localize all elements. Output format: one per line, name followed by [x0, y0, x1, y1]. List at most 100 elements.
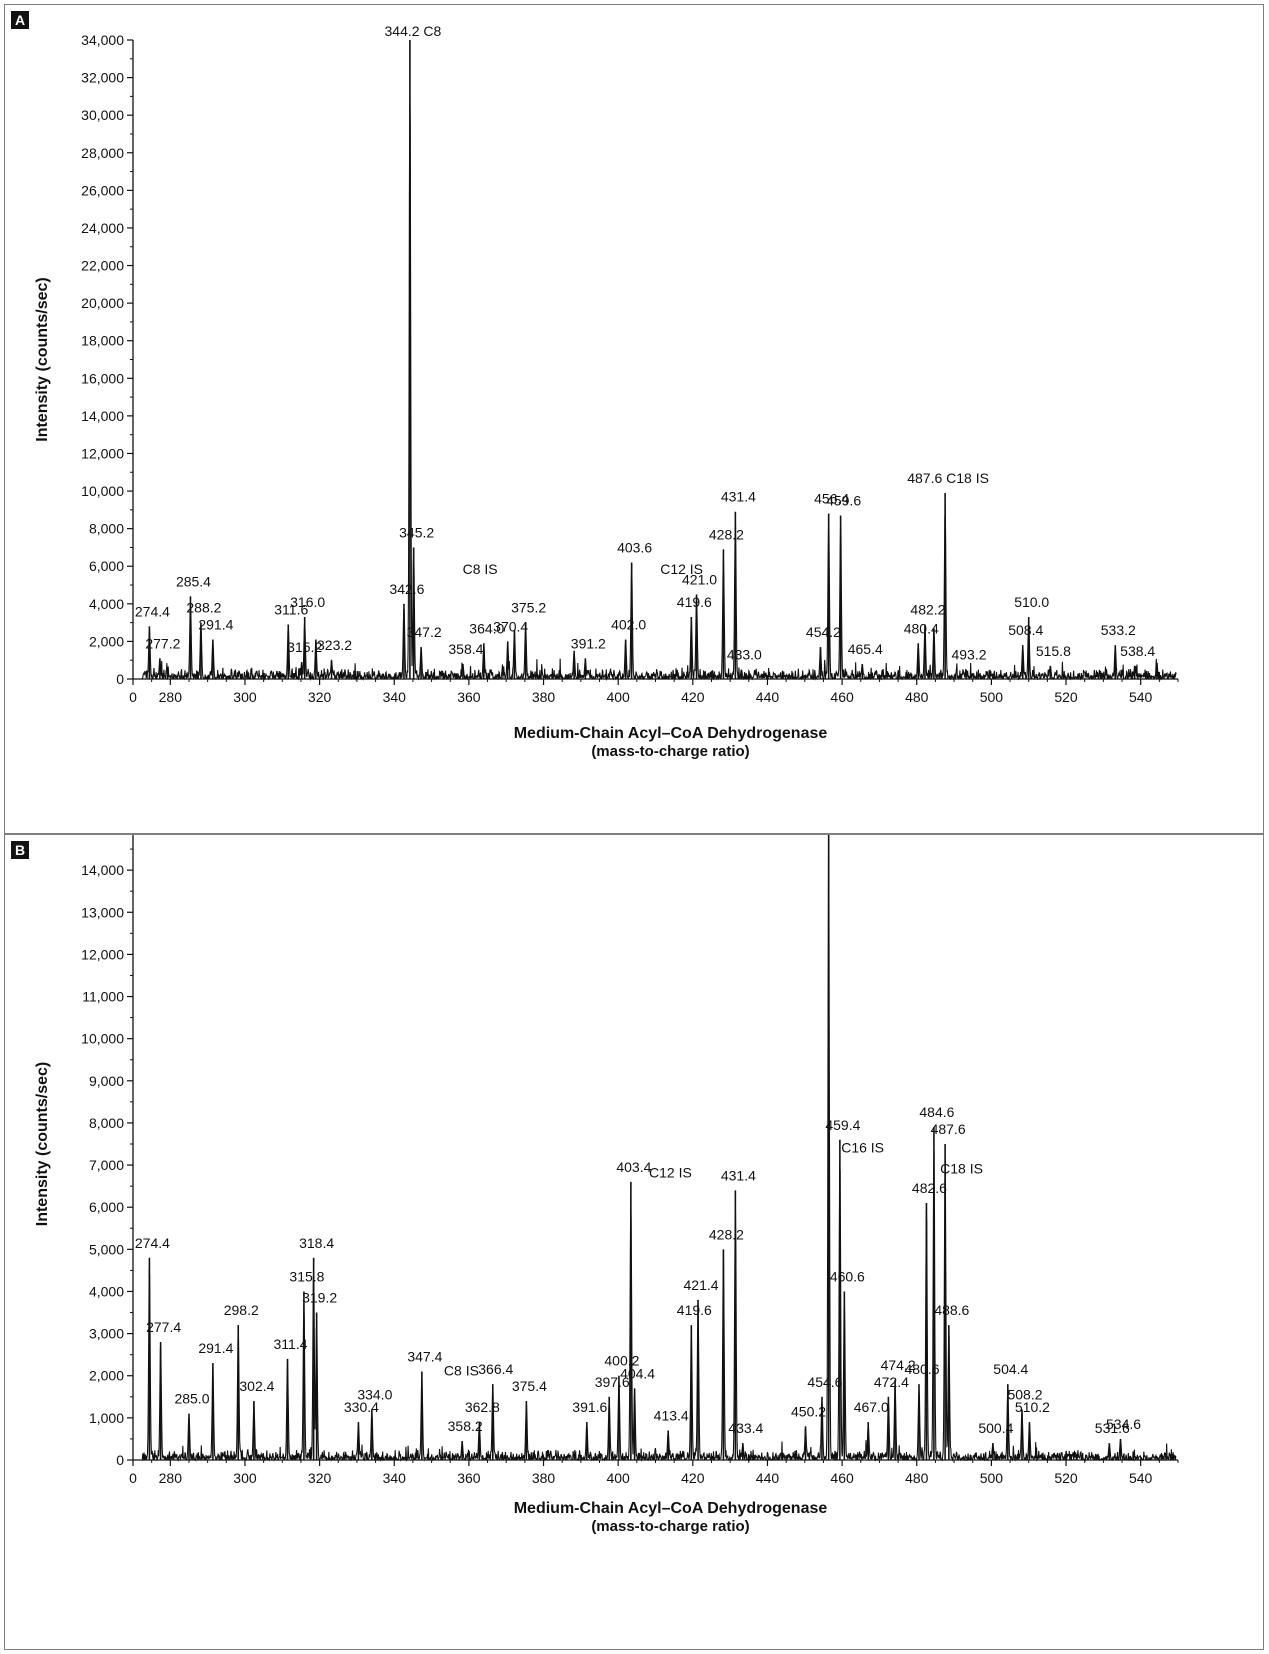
peak-label: 391.6	[572, 1399, 607, 1415]
panel-b: B 0 1,000 2,000 3,000 4,000 5,000 6,000 7,000 8,…	[4, 834, 1264, 1650]
x-tick-label: 540	[1129, 1470, 1153, 1486]
x-axis-title: Medium-Chain Acyl–CoA Dehydrogenase	[514, 1500, 828, 1517]
y-tick-label: 28,000	[81, 145, 124, 161]
peak-label: 421.0	[682, 571, 717, 587]
peak-label: 474.2	[881, 1357, 916, 1373]
peak-label: 510.0	[1014, 594, 1049, 610]
x-tick-label: 380	[532, 689, 556, 705]
peak-label: 342.6	[389, 581, 424, 597]
x-tick-label: 440	[756, 1470, 780, 1486]
peak-label: 364.0	[469, 620, 504, 636]
peak-label: 482.2	[910, 601, 945, 617]
x-tick-label: 400	[606, 689, 630, 705]
x-tick-label: 500	[980, 689, 1004, 705]
y-tick-label: 8,000	[89, 1115, 124, 1131]
peak-label: 345.2	[399, 524, 434, 540]
x-tick-label: 420	[681, 1470, 705, 1486]
peak-label: 431.4	[721, 489, 756, 505]
y-tick-label: 30,000	[81, 107, 124, 123]
peak-label: 404.4	[620, 1365, 655, 1381]
peak-label: 433.4	[728, 1420, 763, 1436]
peak-label: 428.2	[709, 1226, 744, 1242]
peak-label: 484.6	[919, 1104, 954, 1120]
y-tick-label: 13,000	[81, 904, 124, 920]
x-tick-label: 320	[308, 1470, 332, 1486]
peak-label: 315.2	[287, 639, 322, 655]
peak-label: 288.2	[186, 600, 221, 616]
y-tick-label: 14,000	[81, 862, 124, 878]
y-axis-title: Intensity (counts/sec)	[34, 277, 51, 441]
y-tick-label: 12,000	[81, 946, 124, 962]
peak-label: 285.0	[174, 1391, 209, 1407]
peak-label: 362.8	[465, 1399, 500, 1415]
peak-label: 403.4	[616, 1159, 651, 1175]
y-tick-label: 2,000	[89, 633, 124, 649]
y-tick-label: 4,000	[89, 1283, 124, 1299]
y-tick-label: 0	[116, 1452, 124, 1468]
peak-label: 508.4	[1008, 622, 1043, 638]
x-tick-label: 500	[980, 1470, 1004, 1486]
peak-label: 533.2	[1101, 622, 1136, 638]
y-tick-label: 12,000	[81, 445, 124, 461]
spectrum-trace	[141, 95, 1177, 682]
peak-label: 454.2	[806, 624, 841, 640]
x-tick-label: 320	[308, 689, 332, 705]
peak-label: 413.4	[654, 1408, 689, 1424]
x-tick-label: 360	[457, 689, 481, 705]
y-axis-title: Intensity (counts/sec)	[34, 1062, 51, 1226]
y-tick-label: 20,000	[81, 295, 124, 311]
annotation-label: C8 IS	[463, 561, 498, 577]
peak-label: 347.2	[407, 624, 442, 640]
y-tick-label: 5,000	[89, 1241, 124, 1257]
peak-label: 493.2	[951, 647, 986, 663]
panel-b-badge: B	[11, 841, 29, 859]
peak-label: 291.4	[198, 617, 233, 633]
x-tick-label: 420	[681, 689, 705, 705]
peak-label: 344.2 C8	[385, 23, 442, 39]
peak-label: 274.4	[135, 1235, 170, 1251]
y-tick-label: 1,000	[89, 1410, 124, 1426]
peak-label: 504.4	[993, 1361, 1028, 1377]
y-tick-label: 3,000	[89, 1326, 124, 1342]
x-tick-label: 280	[159, 1470, 183, 1486]
peak-label: 334.0	[357, 1386, 392, 1402]
x-tick-label: 380	[532, 1470, 556, 1486]
peak-label: 403.6	[617, 539, 652, 555]
peak-label: 358.2	[448, 1418, 483, 1434]
peak-label: 534.6	[1106, 1416, 1141, 1432]
y-tick-label: 18,000	[81, 333, 124, 349]
x-tick-label: 300	[233, 1470, 257, 1486]
annotation-label: C16 IS	[841, 1139, 884, 1155]
peak-label: 330.4	[344, 1399, 379, 1415]
peak-label: 433.0	[727, 647, 762, 663]
peak-label: 402.0	[611, 617, 646, 633]
y-tick-label: 9,000	[89, 1073, 124, 1089]
peak-label: 285.4	[176, 573, 211, 589]
peak-label: 347.4	[407, 1349, 442, 1365]
peak-label: 421.4	[684, 1277, 719, 1293]
peak-label: 465.4	[848, 641, 883, 657]
y-tick-label: 10,000	[81, 483, 124, 499]
y-tick-label: 4,000	[89, 596, 124, 612]
y-tick-label: 2,000	[89, 1368, 124, 1384]
y-tick-label: 7,000	[89, 1157, 124, 1173]
peak-label: 508.2	[1007, 1386, 1042, 1402]
peak-label: 277.2	[145, 635, 180, 651]
y-tick-label: 16,000	[81, 370, 124, 386]
peak-label: 311.4	[274, 1336, 308, 1352]
peak-label: 318.4	[299, 1235, 334, 1251]
x-tick-label: 540	[1129, 689, 1153, 705]
x-tick-label: 480	[905, 689, 929, 705]
x-tick-label: 360	[457, 1470, 481, 1486]
spectrum-chart-b: 0 1,000 2,000 3,000 4,000 5,000 6,000 7,000 8,00…	[34, 835, 1179, 1535]
peak-label: 316.0	[290, 594, 325, 610]
peak-label: 419.6	[677, 1302, 712, 1318]
x-tick-label: 460	[830, 1470, 854, 1486]
peak-label: 323.2	[317, 637, 352, 653]
peak-label: 500.4	[978, 1420, 1013, 1436]
annotation-label: C12 IS	[649, 1165, 692, 1181]
peak-label: 431.4	[721, 1167, 756, 1183]
peak-label: 488.6	[934, 1302, 969, 1318]
x-tick-label: 480	[905, 1470, 929, 1486]
peak-label: 480.4	[904, 620, 939, 636]
